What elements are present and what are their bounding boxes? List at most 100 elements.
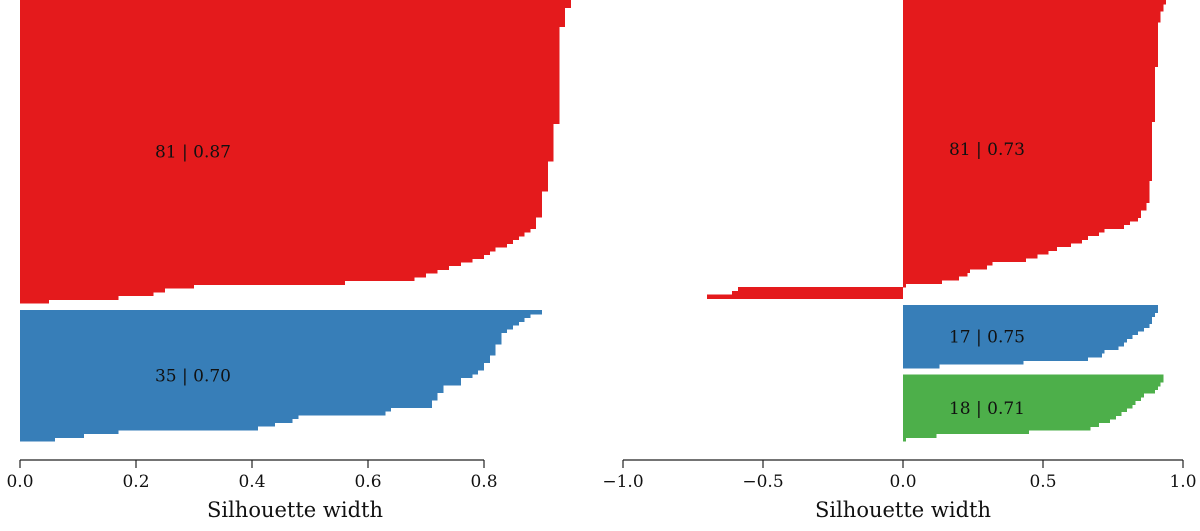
silhouette-bar	[20, 418, 293, 423]
silhouette-bar	[903, 136, 1153, 141]
silhouette-bar	[20, 239, 513, 244]
silhouette-bar	[20, 71, 560, 76]
silhouette-bar	[20, 399, 432, 405]
silhouette-bar	[903, 154, 1153, 159]
x-tick-label: 1.0	[1169, 472, 1196, 492]
silhouette-bar	[20, 437, 55, 442]
silhouette-bar	[20, 396, 438, 401]
silhouette-bar	[707, 294, 903, 299]
x-tick-label: 0.0	[889, 472, 916, 492]
silhouette-bar	[20, 414, 299, 420]
silhouette-bar	[903, 58, 1158, 64]
silhouette-bar	[20, 127, 554, 132]
silhouette-bar	[20, 3, 571, 9]
silhouette-bar	[20, 332, 502, 337]
silhouette-bar	[903, 224, 1125, 229]
silhouette-bar	[20, 11, 566, 16]
x-axis-title: Silhouette width	[207, 498, 383, 522]
silhouette-bar	[20, 168, 548, 173]
silhouette-bar	[20, 377, 461, 382]
silhouette-bar	[903, 176, 1153, 181]
silhouette-bar	[903, 422, 1099, 427]
silhouette-bar	[903, 228, 1105, 233]
silhouette-bar	[903, 396, 1141, 402]
silhouette-bar	[903, 51, 1158, 56]
silhouette-bar	[903, 73, 1155, 78]
silhouette-bar	[20, 164, 548, 169]
x-axis-title: Silhouette width	[815, 498, 991, 522]
silhouette-bar	[903, 385, 1158, 391]
x-tick-label: 0.5	[1029, 472, 1056, 492]
silhouette-bar	[903, 404, 1133, 409]
silhouette-bar	[903, 319, 1153, 325]
silhouette-bar	[20, 0, 571, 5]
silhouette-bar	[903, 99, 1155, 104]
silhouette-bar	[20, 254, 484, 259]
silhouette-bar	[903, 95, 1155, 100]
silhouette-bar	[903, 18, 1161, 23]
silhouette-bar	[903, 418, 1111, 424]
silhouette-bar	[903, 33, 1158, 38]
silhouette-bar	[903, 411, 1122, 416]
silhouette-bar	[903, 349, 1105, 354]
silhouette-bar	[20, 243, 508, 248]
silhouette-bar	[903, 55, 1158, 60]
silhouette-bar	[903, 158, 1153, 163]
silhouette-bar	[20, 198, 542, 203]
silhouette-bar	[903, 202, 1147, 207]
silhouette-bar	[20, 190, 542, 196]
silhouette-bar	[20, 273, 426, 278]
silhouette-bar	[903, 110, 1155, 115]
silhouette-bar	[903, 378, 1164, 383]
silhouette-bar	[903, 327, 1144, 332]
silhouette-bar	[20, 44, 560, 50]
silhouette-bar	[903, 231, 1099, 237]
silhouette-bar	[903, 217, 1139, 222]
silhouette-bar	[903, 382, 1161, 387]
silhouette-bar	[20, 258, 473, 263]
silhouette-bar	[20, 288, 165, 293]
silhouette-bar	[20, 347, 496, 352]
silhouette-bar	[20, 153, 554, 158]
silhouette-bar	[903, 356, 1088, 361]
silhouette-bar	[903, 220, 1130, 226]
silhouette-bar	[20, 392, 438, 397]
silhouette-bar	[20, 224, 537, 229]
silhouette-bar	[903, 360, 1024, 365]
silhouette-bar	[903, 239, 1083, 244]
silhouette-bar	[20, 265, 450, 270]
silhouette-bar	[903, 62, 1158, 67]
silhouette-bar	[20, 373, 473, 378]
silhouette-bar	[20, 291, 154, 297]
silhouette-bar	[903, 161, 1153, 167]
silhouette-bar	[20, 366, 484, 371]
silhouette-bar	[903, 393, 1144, 398]
silhouette-bar	[20, 384, 444, 390]
silhouette-bar	[903, 323, 1150, 328]
silhouette-bar	[20, 388, 444, 393]
silhouette-bar	[903, 400, 1136, 405]
silhouette-bar	[20, 250, 490, 256]
silhouette-bar	[20, 108, 560, 113]
silhouette-bar	[20, 52, 560, 57]
silhouette-bar	[903, 44, 1158, 49]
silhouette-bar	[903, 143, 1153, 148]
silhouette-bar	[903, 198, 1150, 204]
silhouette-bar	[20, 310, 542, 315]
silhouette-bar	[903, 88, 1155, 93]
silhouette-bar	[903, 389, 1155, 394]
silhouette-bar	[903, 114, 1155, 119]
silhouette-bar	[903, 334, 1133, 339]
silhouette-bar	[20, 26, 560, 31]
silhouette-bar	[20, 354, 490, 360]
silhouette-bar	[20, 78, 560, 83]
silhouette-bar	[20, 276, 415, 282]
silhouette-bar	[20, 183, 548, 188]
silhouette-bar	[903, 246, 1057, 251]
silhouette-bar	[20, 429, 119, 435]
silhouette-bar	[20, 231, 525, 237]
silhouette-bar	[903, 433, 937, 438]
silhouette-bar	[903, 253, 1038, 259]
silhouette-bar	[903, 213, 1141, 218]
